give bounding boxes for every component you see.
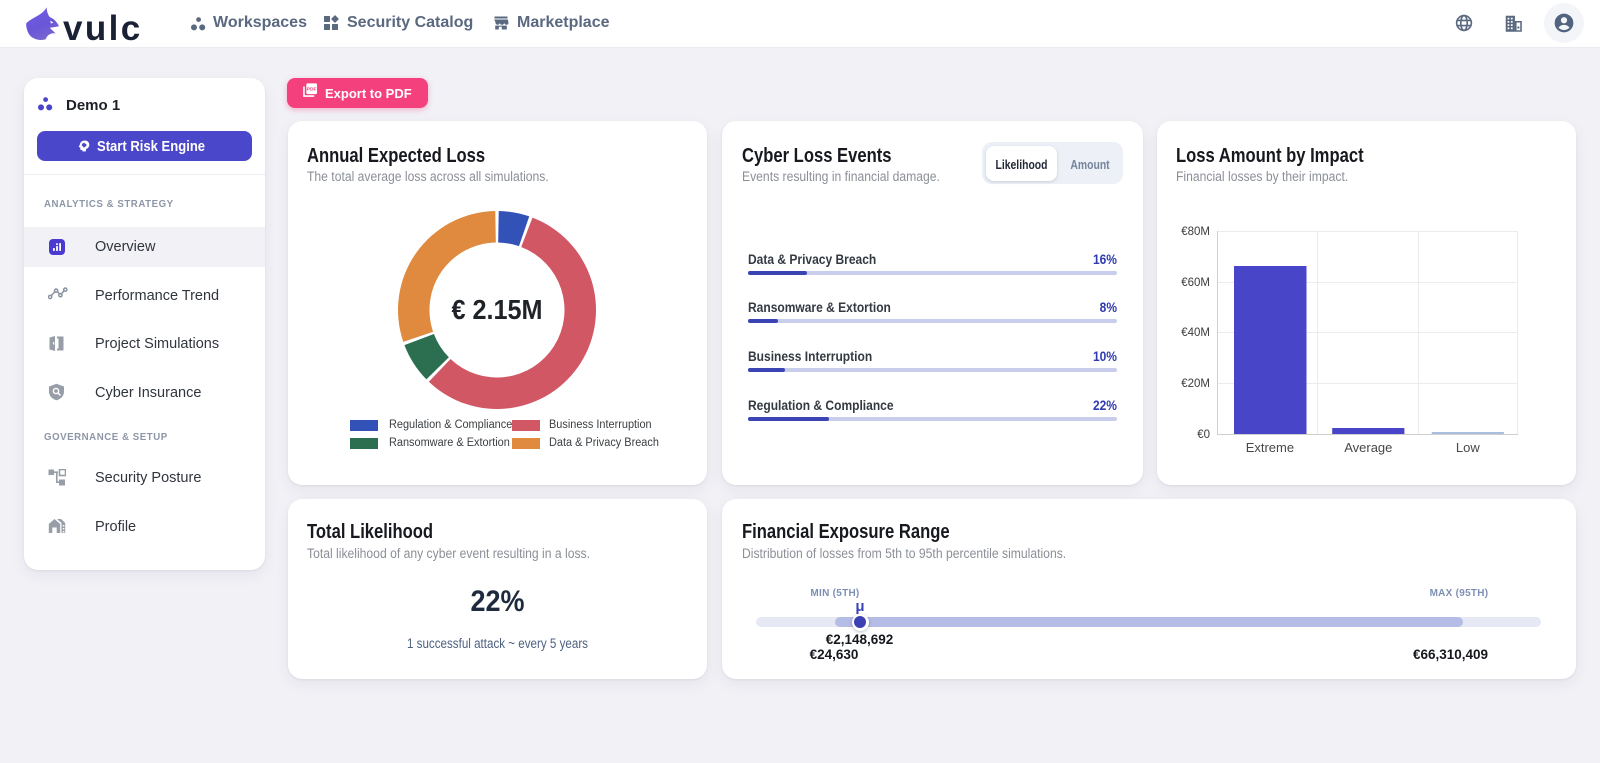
svg-text:€40M: €40M — [1181, 327, 1210, 339]
svg-text:€20M: €20M — [1181, 378, 1210, 390]
svg-text:€60M: €60M — [1181, 277, 1210, 289]
svg-text:Extreme: Extreme — [1246, 440, 1294, 455]
svg-text:Low: Low — [1456, 440, 1480, 455]
svg-text:€0: €0 — [1197, 429, 1210, 441]
svg-text:PDF: PDF — [307, 87, 317, 93]
svg-text:€80M: €80M — [1181, 226, 1210, 238]
svg-text:Average: Average — [1344, 440, 1392, 455]
